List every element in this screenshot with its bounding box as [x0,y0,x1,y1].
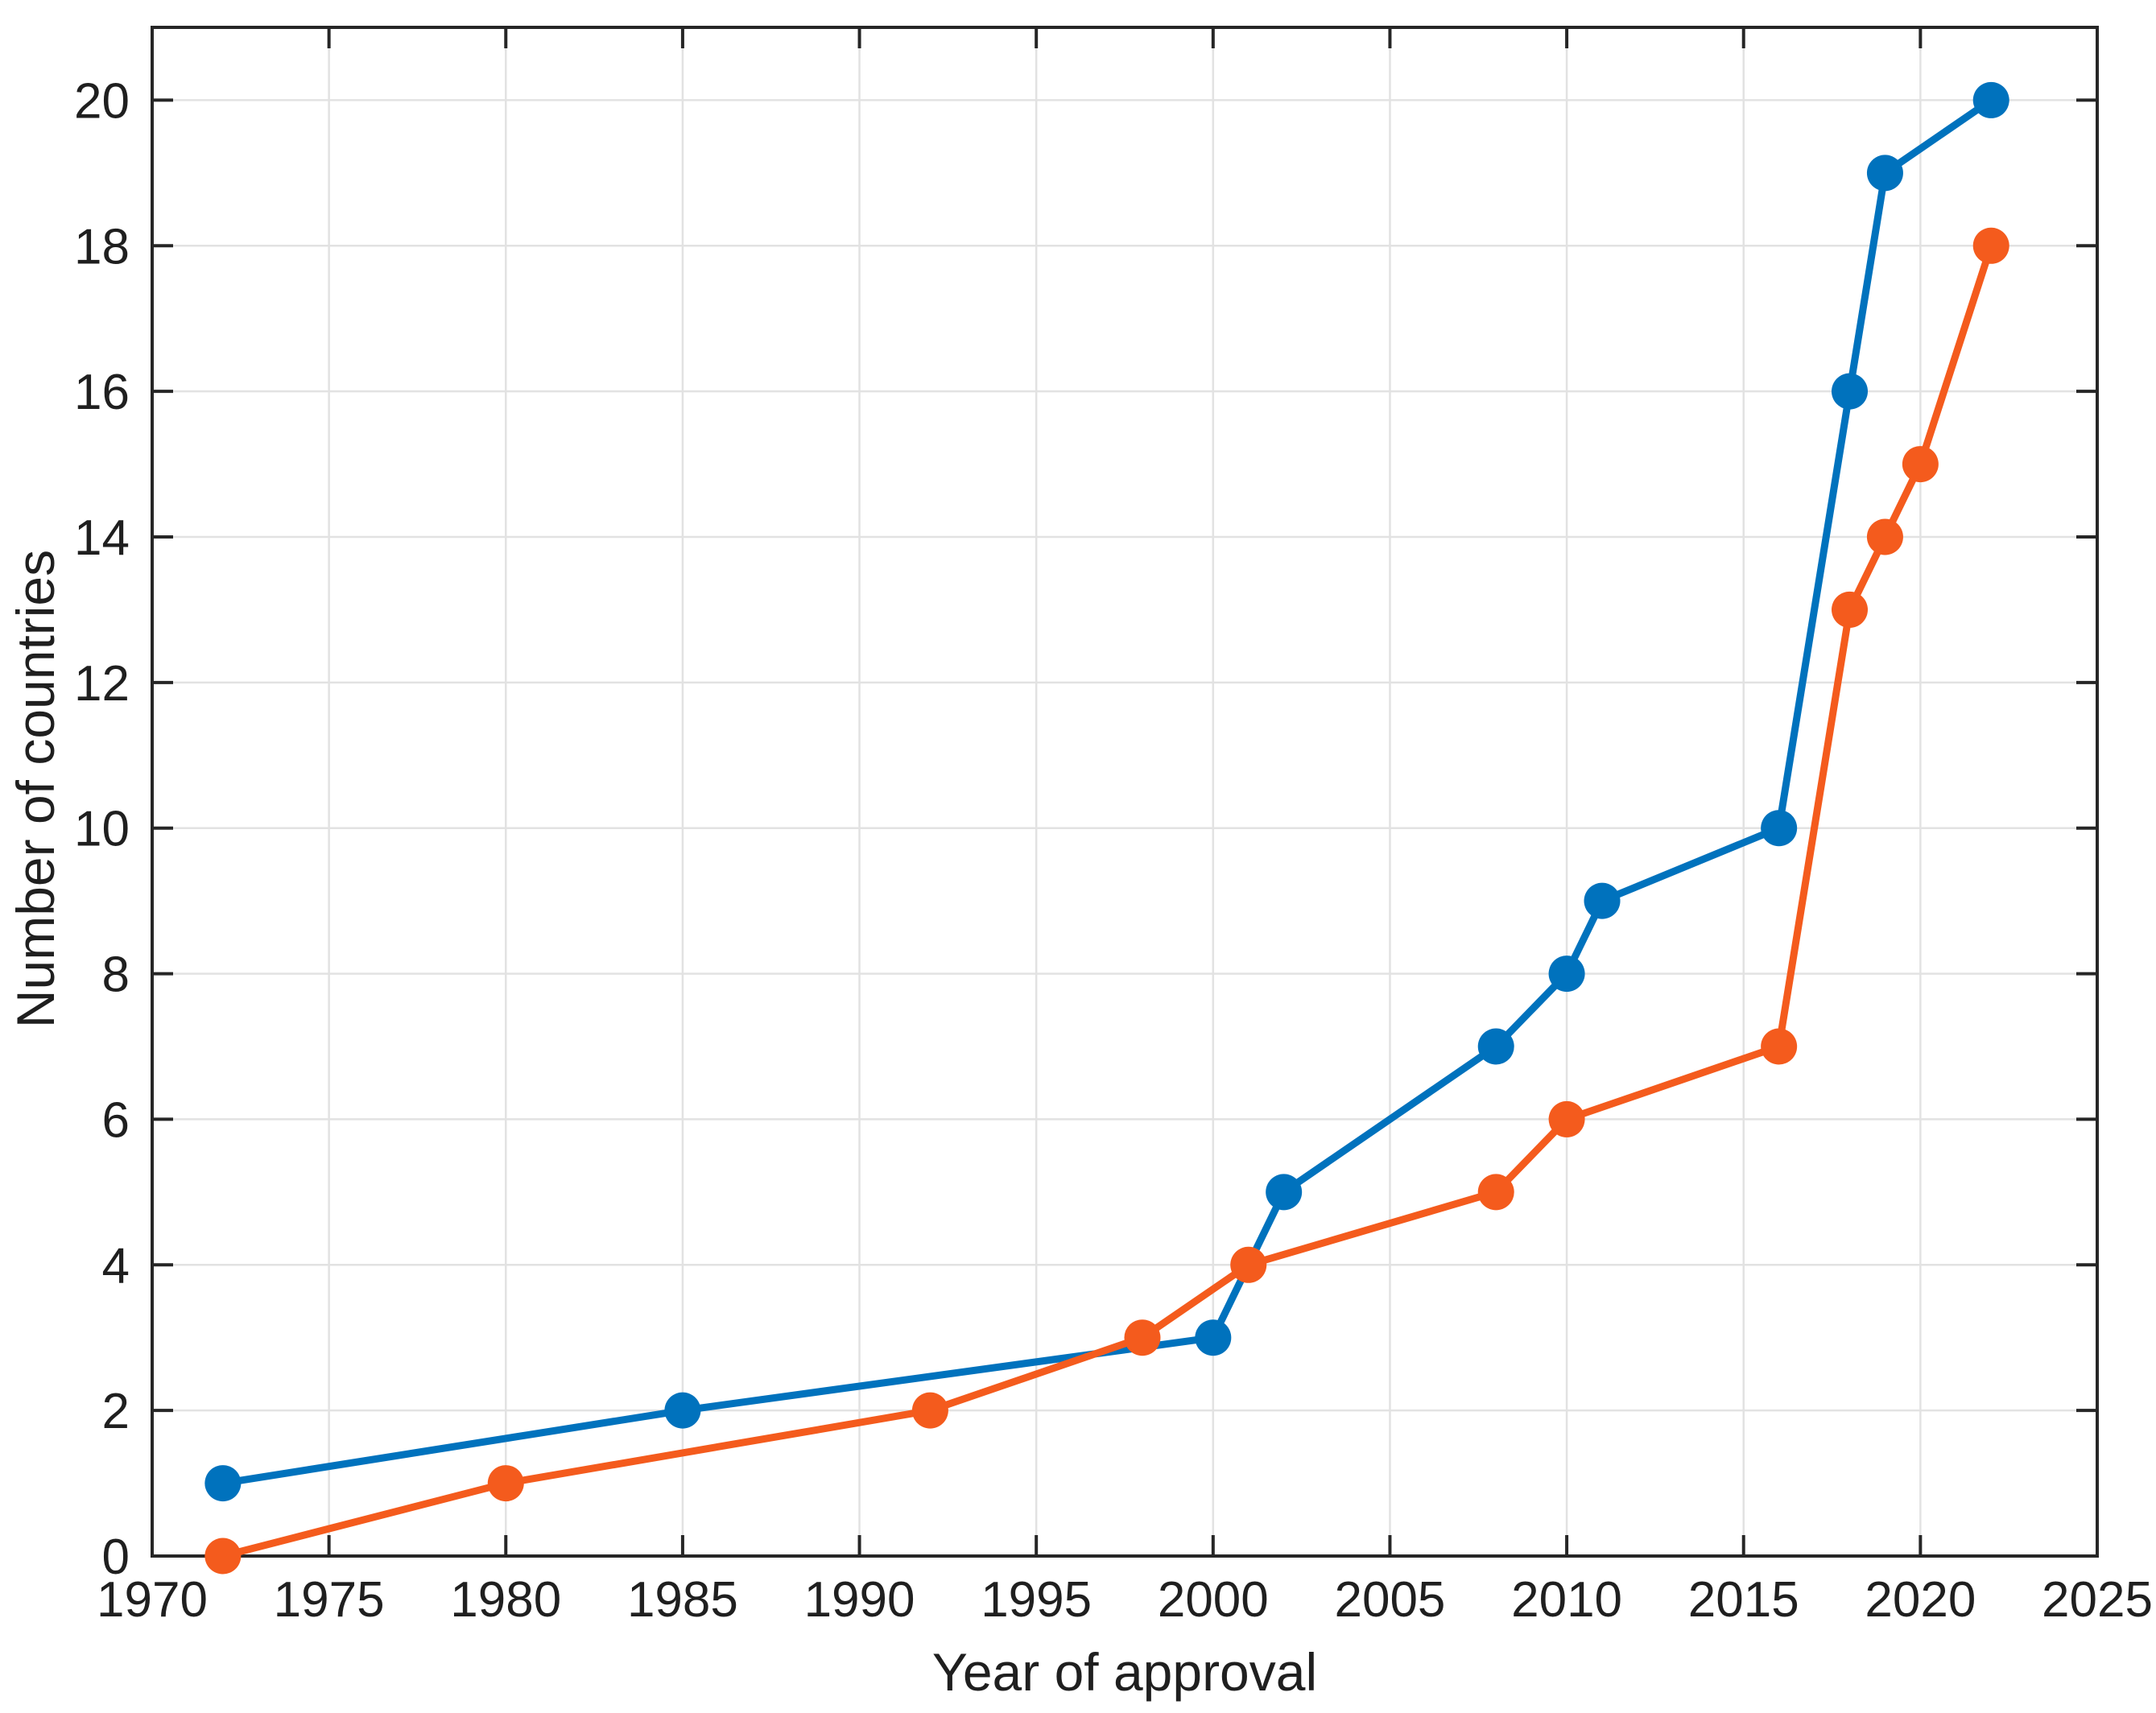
y-tick-label: 20 [74,73,130,129]
blue-series-marker [1195,1319,1232,1356]
blue-series-marker [1477,1028,1514,1065]
orange-series-marker [911,1392,948,1429]
blue-series-line [219,96,1995,1488]
axes-layer [151,26,2099,1558]
x-tick-label: 2010 [1511,1572,1622,1628]
x-tick-label: 2020 [1865,1572,1976,1628]
blue-series-marker [1548,956,1585,993]
x-tick-label: 2025 [2042,1572,2153,1628]
x-tick-label: 1970 [97,1572,208,1628]
orange-series-marker [1548,1100,1585,1137]
x-tick-label: 1990 [804,1572,915,1628]
blue-series-marker [1266,1174,1303,1211]
x-tick-label: 1980 [450,1572,561,1628]
orange-series-marker [1124,1319,1161,1356]
x-tick-label: 1985 [627,1572,738,1628]
y-tick-label: 10 [74,802,130,857]
x-tick-label: 2005 [1334,1572,1445,1628]
blue-series-marker [1866,155,1903,192]
orange-series-marker [204,1538,242,1575]
orange-series-marker [1832,591,1869,628]
blue-series-marker [1972,81,2009,118]
orange-series-line [219,241,1995,1560]
axes-box [151,26,2099,1558]
orange-series-marker [1902,446,1939,483]
grid-layer [151,27,2099,1558]
orange-series-marker [1230,1246,1267,1283]
blue-series-marker [1761,810,1798,847]
y-tick-label: 4 [102,1238,130,1294]
orange-series-marker [1761,1028,1798,1065]
orange-series-marker [1477,1174,1514,1211]
orange-series-marker [487,1465,524,1502]
orange-series-marker [1972,227,2009,264]
x-tick-label: 2000 [1158,1572,1269,1628]
y-tick-label: 14 [74,510,130,566]
x-tick-label: 2015 [1688,1572,1799,1628]
y-tick-label: 18 [74,219,130,274]
tick-label-layer: 1970 1975 1980 1985 1990 1995 2000 2005 2010 2015… [74,73,2153,1628]
y-tick-label: 16 [74,365,130,420]
series-layer [204,81,2009,1575]
blue-series-marker [204,1465,242,1502]
y-tick-label: 12 [74,656,130,712]
blue-series-marker [1832,373,1869,410]
y-tick-label: 2 [102,1384,130,1439]
x-tick-label: 1995 [981,1572,1092,1628]
orange-series-marker [1866,518,1903,555]
blue-series-marker [1584,882,1621,919]
x-axis-label: Year of approval [932,1642,1317,1702]
y-tick-label: 6 [102,1092,130,1148]
y-tick-label: 0 [102,1529,130,1585]
y-axis-label: Number of countries [6,550,65,1028]
blue-series-marker [664,1392,701,1429]
y-tick-label: 8 [102,947,130,1003]
x-tick-label: 1975 [274,1572,385,1628]
